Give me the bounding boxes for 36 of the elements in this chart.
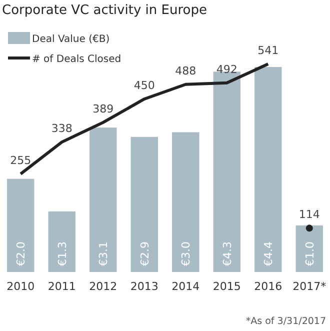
bar xyxy=(172,132,200,272)
x-tick-label: 2011 xyxy=(48,280,76,293)
x-tick-label: 2016 xyxy=(254,280,282,293)
x-tick-label: 2017* xyxy=(292,280,327,293)
text: *As of 3/31/2017 xyxy=(246,316,326,327)
data-label: €2.0 xyxy=(14,242,28,266)
bar xyxy=(90,128,117,272)
data-label: 450 xyxy=(134,78,155,92)
bar xyxy=(130,136,158,272)
x-tick-label: 2014 xyxy=(172,280,200,293)
data-label: €4.3 xyxy=(220,242,234,266)
data-label: 541 xyxy=(258,44,279,57)
data-label: 255 xyxy=(10,154,32,167)
data-label: 492 xyxy=(216,62,238,76)
bar xyxy=(48,211,76,272)
data-label: €2.9 xyxy=(138,242,152,266)
x-tick-label: 2012 xyxy=(89,280,118,293)
data-label: €1.3 xyxy=(56,242,69,266)
data-label: 389 xyxy=(92,102,114,116)
data-label: 338 xyxy=(51,122,72,136)
bar xyxy=(254,67,282,272)
x-tick-label: 2013 xyxy=(130,280,158,293)
bar xyxy=(7,178,34,272)
data-label: €3.0 xyxy=(180,242,193,266)
data-label: €4.4 xyxy=(262,242,276,266)
data-label: 114 xyxy=(298,208,320,222)
chart-title: Corporate VC activity in Europe xyxy=(2,3,207,18)
bar xyxy=(296,225,323,272)
legend-label: # of Deals Closed xyxy=(32,54,122,65)
data-label: €1.0 xyxy=(303,242,316,266)
x-tick-label: 2015 xyxy=(212,280,241,293)
bar xyxy=(213,72,240,272)
data-label: 488 xyxy=(175,64,196,78)
legend-label: Deal Value (€B) xyxy=(32,34,110,45)
x-tick-label: 2010 xyxy=(6,280,35,293)
data-label: €3.1 xyxy=(97,242,110,266)
